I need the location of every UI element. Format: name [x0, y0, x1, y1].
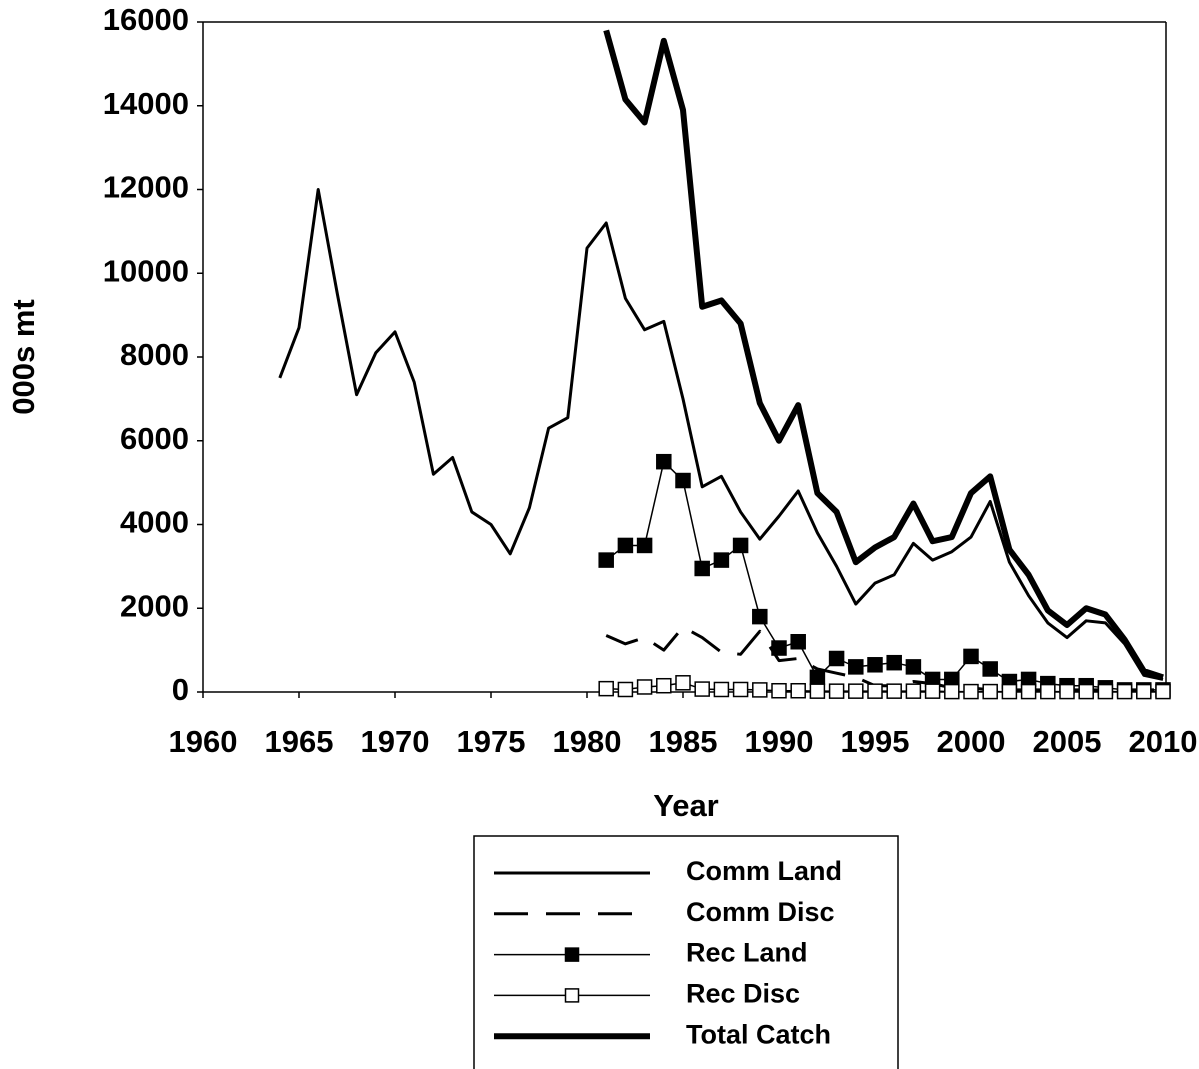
x-tick-label: 2005 — [1033, 724, 1102, 759]
marker — [694, 681, 710, 697]
y-axis-label: 000s mt — [6, 299, 41, 414]
x-tick-label: 1965 — [265, 724, 334, 759]
marker — [1136, 683, 1152, 700]
x-tick-label: 1985 — [649, 724, 718, 759]
y-tick-label: 2000 — [120, 588, 189, 623]
legend-label: Rec Disc — [686, 979, 800, 1009]
marker — [963, 683, 979, 700]
marker — [809, 669, 826, 686]
x-tick-label: 1975 — [457, 724, 526, 759]
marker — [867, 683, 883, 699]
series-line — [603, 29, 1164, 681]
marker — [848, 683, 864, 699]
x-tick-label: 1970 — [361, 724, 430, 759]
x-tick-label: 1980 — [553, 724, 622, 759]
marker — [1097, 683, 1114, 700]
marker — [617, 537, 634, 554]
y-tick-label: 4000 — [120, 505, 189, 540]
marker — [564, 988, 580, 1003]
marker — [905, 683, 922, 699]
y-tick-label: 12000 — [103, 170, 189, 205]
marker — [598, 680, 614, 697]
x-tick-label: 2010 — [1129, 724, 1198, 759]
y-tick-label: 10000 — [103, 253, 189, 288]
marker — [675, 675, 691, 691]
x-tick-label: 1960 — [169, 724, 238, 759]
marker — [867, 657, 883, 673]
x-tick-label: 1990 — [745, 724, 814, 759]
marker — [636, 537, 653, 554]
marker — [752, 608, 768, 625]
marker — [1116, 683, 1133, 700]
marker — [1040, 683, 1056, 700]
marker — [732, 537, 749, 554]
y-tick-label: 14000 — [103, 86, 189, 121]
marker — [752, 682, 768, 698]
marker — [564, 947, 580, 962]
marker — [790, 682, 806, 699]
marker — [944, 683, 960, 700]
marker — [809, 683, 826, 699]
y-tick-label: 0 — [172, 672, 189, 707]
marker — [1001, 683, 1018, 700]
marker — [675, 472, 691, 489]
marker — [636, 679, 653, 695]
marker — [656, 453, 672, 470]
marker — [1020, 683, 1037, 700]
marker — [732, 681, 749, 698]
legend-box — [473, 835, 899, 1069]
marker — [982, 683, 998, 700]
series-line — [278, 188, 1164, 681]
marker — [828, 683, 845, 699]
marker — [713, 681, 730, 698]
marker — [1155, 683, 1171, 700]
marker — [790, 634, 806, 650]
y-tick-label: 16000 — [103, 2, 189, 37]
marker — [886, 654, 902, 671]
marker — [694, 560, 710, 577]
marker — [905, 659, 922, 675]
y-tick-label: 8000 — [120, 337, 189, 372]
marker — [982, 661, 998, 677]
marker — [771, 640, 787, 656]
marker — [924, 683, 941, 699]
x-axis-label: Year — [653, 788, 719, 823]
marker — [656, 677, 672, 694]
marker — [828, 650, 845, 667]
marker — [1059, 683, 1075, 700]
marker — [963, 648, 979, 665]
x-tick-label: 2000 — [937, 724, 1006, 759]
x-tick-label: 1995 — [841, 724, 910, 759]
series-line — [605, 460, 1163, 691]
legend-label: Rec Land — [686, 938, 808, 968]
marker — [713, 552, 730, 568]
marker — [1078, 683, 1094, 700]
marker — [771, 682, 787, 699]
y-tick-label: 6000 — [120, 421, 189, 456]
marker — [886, 683, 902, 699]
legend-label: Comm Disc — [686, 897, 835, 927]
legend-label: Total Catch — [686, 1019, 831, 1049]
marker — [848, 659, 864, 675]
marker — [598, 552, 614, 568]
legend-label: Comm Land — [686, 856, 842, 886]
marker — [617, 681, 634, 698]
